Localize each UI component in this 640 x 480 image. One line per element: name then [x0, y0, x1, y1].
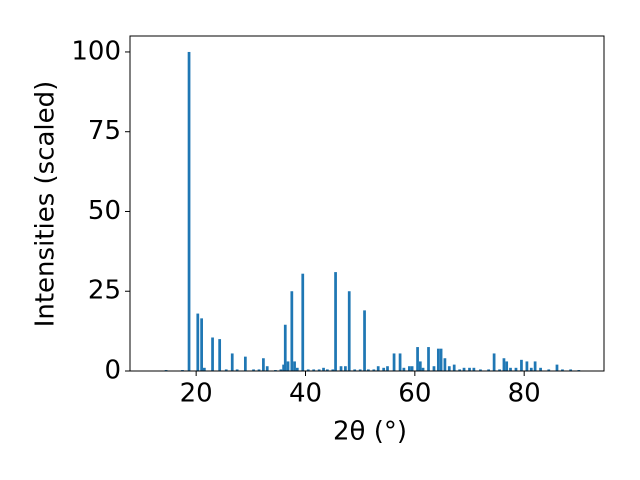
- bar: [339, 366, 343, 371]
- bar: [452, 364, 456, 371]
- bar: [529, 367, 533, 371]
- bar: [443, 358, 447, 371]
- bar: [472, 367, 476, 371]
- x-tick-label: 20: [180, 379, 213, 409]
- bar: [200, 318, 203, 371]
- bar: [344, 366, 347, 371]
- bar: [458, 369, 462, 371]
- bar: [331, 369, 335, 371]
- bar: [306, 369, 310, 371]
- bar: [372, 369, 376, 371]
- bar: [312, 369, 316, 371]
- y-tick-label: 100: [71, 36, 121, 66]
- bar: [211, 337, 214, 371]
- bar: [293, 361, 296, 371]
- bar: [279, 369, 283, 371]
- bar: [487, 369, 491, 371]
- bar: [230, 353, 234, 371]
- bar: [492, 353, 496, 371]
- bar: [498, 369, 501, 371]
- bar: [436, 348, 440, 371]
- bar: [187, 51, 191, 371]
- bar: [202, 367, 206, 371]
- bar: [382, 367, 386, 371]
- bar: [257, 369, 261, 371]
- bar: [265, 366, 269, 371]
- bar: [416, 347, 419, 371]
- y-tick-label: 50: [88, 196, 121, 226]
- bar: [301, 273, 305, 371]
- bar: [353, 369, 357, 371]
- bar: [410, 366, 414, 371]
- bar: [447, 366, 451, 371]
- bar: [462, 367, 466, 371]
- bar: [525, 361, 529, 371]
- x-tick-label: 80: [508, 379, 541, 409]
- bar: [252, 369, 255, 371]
- bar: [432, 366, 436, 371]
- bar: [243, 356, 247, 371]
- bar: [224, 369, 228, 371]
- bar: [479, 369, 482, 371]
- bar: [408, 366, 411, 371]
- bar: [392, 353, 396, 371]
- bar: [358, 369, 362, 371]
- x-tick-label: 40: [289, 379, 322, 409]
- bar: [334, 272, 337, 371]
- bar: [533, 361, 537, 371]
- bar: [363, 310, 366, 371]
- bar: [421, 367, 425, 371]
- bar: [282, 364, 285, 371]
- plot-frame: [129, 35, 605, 372]
- bar: [509, 367, 512, 371]
- bar: [196, 313, 200, 371]
- bar: [561, 369, 564, 371]
- bar: [286, 361, 290, 371]
- x-axis-label: 2θ (°): [333, 417, 407, 447]
- bar: [539, 367, 542, 371]
- bar: [325, 369, 329, 371]
- bar: [347, 291, 351, 371]
- y-axis-label: Intensities (scaled): [31, 81, 61, 328]
- bar: [439, 348, 443, 371]
- y-tick-label: 0: [104, 356, 121, 386]
- bar: [502, 358, 506, 371]
- bar: [505, 361, 509, 371]
- bar: [547, 369, 551, 371]
- bar: [418, 361, 422, 371]
- bar: [290, 291, 294, 371]
- bar: [322, 367, 325, 371]
- bar: [295, 367, 299, 371]
- bar: [520, 359, 523, 371]
- bar: [283, 324, 287, 371]
- bar: [398, 353, 402, 371]
- bar: [555, 364, 559, 371]
- bar: [402, 367, 406, 371]
- bar: [317, 369, 321, 371]
- bar: [367, 369, 370, 371]
- bar: [218, 339, 222, 371]
- y-tick-label: 25: [88, 276, 121, 306]
- x-tick-label: 60: [398, 379, 431, 409]
- bar: [468, 367, 471, 371]
- bar: [427, 347, 430, 371]
- bar: [235, 369, 239, 371]
- bar: [262, 358, 265, 371]
- bar: [376, 366, 380, 371]
- bar: [386, 366, 389, 371]
- y-tick-label: 75: [88, 116, 121, 146]
- bar: [514, 367, 518, 371]
- bar: [569, 369, 573, 371]
